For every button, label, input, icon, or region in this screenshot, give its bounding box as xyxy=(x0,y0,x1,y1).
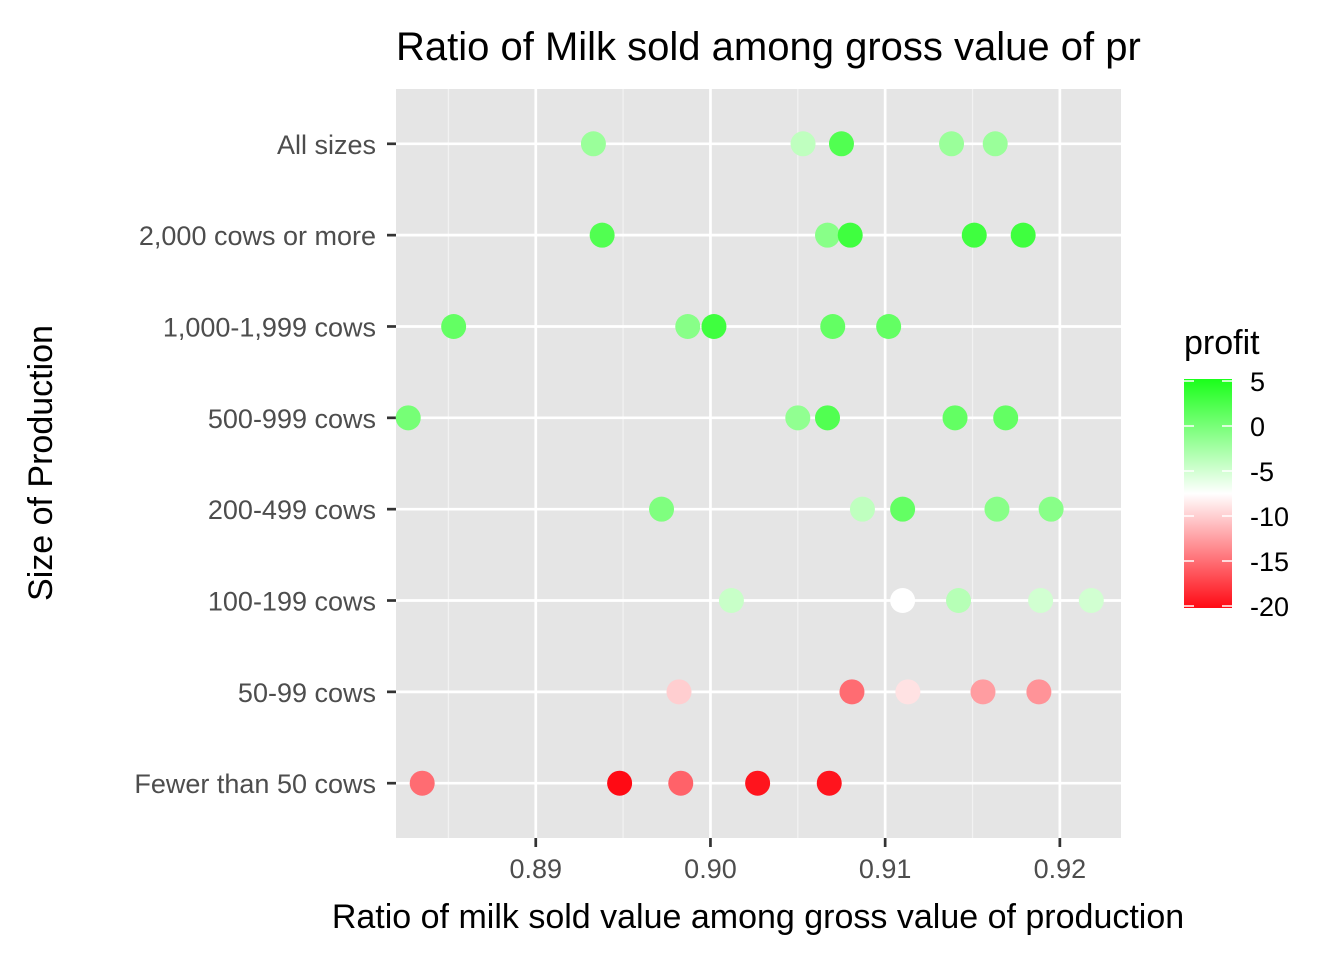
x-tick-label: 0.92 xyxy=(1034,854,1087,884)
data-point xyxy=(820,313,846,339)
data-point xyxy=(580,131,606,157)
y-axis-title: Size of Production xyxy=(22,325,60,601)
data-point xyxy=(942,405,968,431)
data-point xyxy=(816,770,842,796)
data-point xyxy=(970,679,996,705)
data-point xyxy=(666,679,692,705)
data-point xyxy=(895,679,921,705)
legend-ticks: 5 0 -5 -10 -15 -20 xyxy=(1184,367,1289,622)
data-point xyxy=(589,222,615,248)
data-point xyxy=(1038,496,1064,522)
data-point xyxy=(849,496,875,522)
data-point xyxy=(890,496,916,522)
y-tick-label: Fewer than 50 cows xyxy=(134,769,376,799)
x-tick-label: 0.90 xyxy=(684,854,737,884)
data-point xyxy=(890,588,916,614)
data-point xyxy=(993,405,1019,431)
legend-tick-label: -10 xyxy=(1250,502,1289,532)
legend-tick-label: 0 xyxy=(1250,412,1265,442)
y-tick-label: 200-499 cows xyxy=(208,495,376,525)
data-point xyxy=(745,770,771,796)
chart-title: Ratio of Milk sold among gross value of … xyxy=(396,25,1141,69)
y-axis: Fewer than 50 cows 50-99 cows 100-199 cows… xyxy=(134,130,396,799)
legend-colorbar xyxy=(1184,379,1232,608)
data-point xyxy=(815,222,841,248)
data-point xyxy=(1026,679,1052,705)
data-point xyxy=(1028,588,1054,614)
data-point xyxy=(828,131,854,157)
data-point xyxy=(718,588,744,614)
y-tick-label: 500-999 cows xyxy=(208,404,376,434)
data-point xyxy=(675,313,701,339)
data-point xyxy=(790,131,816,157)
y-tick-label: 1,000-1,999 cows xyxy=(163,312,376,342)
y-tick-label: 2,000 cows or more xyxy=(139,221,376,251)
data-point xyxy=(1078,588,1104,614)
legend-tick-label: -5 xyxy=(1250,457,1274,487)
data-point xyxy=(395,405,421,431)
data-point xyxy=(607,770,633,796)
data-point xyxy=(839,679,865,705)
legend-tick-label: -20 xyxy=(1250,592,1289,622)
x-tick-label: 0.91 xyxy=(859,854,912,884)
grid-minor-lines xyxy=(447,89,974,838)
data-point xyxy=(982,131,1008,157)
data-point xyxy=(984,496,1010,522)
plot-panel xyxy=(396,89,1121,838)
data-point xyxy=(649,496,675,522)
data-point xyxy=(837,222,863,248)
data-point xyxy=(441,313,467,339)
data-point xyxy=(701,313,727,339)
data-point xyxy=(876,313,902,339)
legend-tick-label: 5 xyxy=(1250,367,1265,397)
x-tick-label: 0.89 xyxy=(509,854,562,884)
y-tick-label: All sizes xyxy=(277,130,376,160)
y-tick-label: 50-99 cows xyxy=(238,678,376,708)
data-point xyxy=(1010,222,1036,248)
legend-title: profit xyxy=(1184,324,1260,362)
data-point xyxy=(939,131,965,157)
data-point xyxy=(815,405,841,431)
data-points xyxy=(395,131,1104,796)
x-axis-title: Ratio of milk sold value among gross val… xyxy=(332,898,1184,936)
data-point xyxy=(946,588,972,614)
y-tick-label: 100-199 cows xyxy=(208,587,376,617)
data-point xyxy=(785,405,811,431)
x-axis: 0.89 0.90 0.91 0.92 xyxy=(509,838,1086,884)
data-point xyxy=(961,222,987,248)
legend-tick-label: -15 xyxy=(1250,547,1289,577)
data-point xyxy=(409,770,435,796)
data-point xyxy=(668,770,694,796)
legend: profit 5 0 -5 -10 -15 -20 xyxy=(1184,324,1289,622)
